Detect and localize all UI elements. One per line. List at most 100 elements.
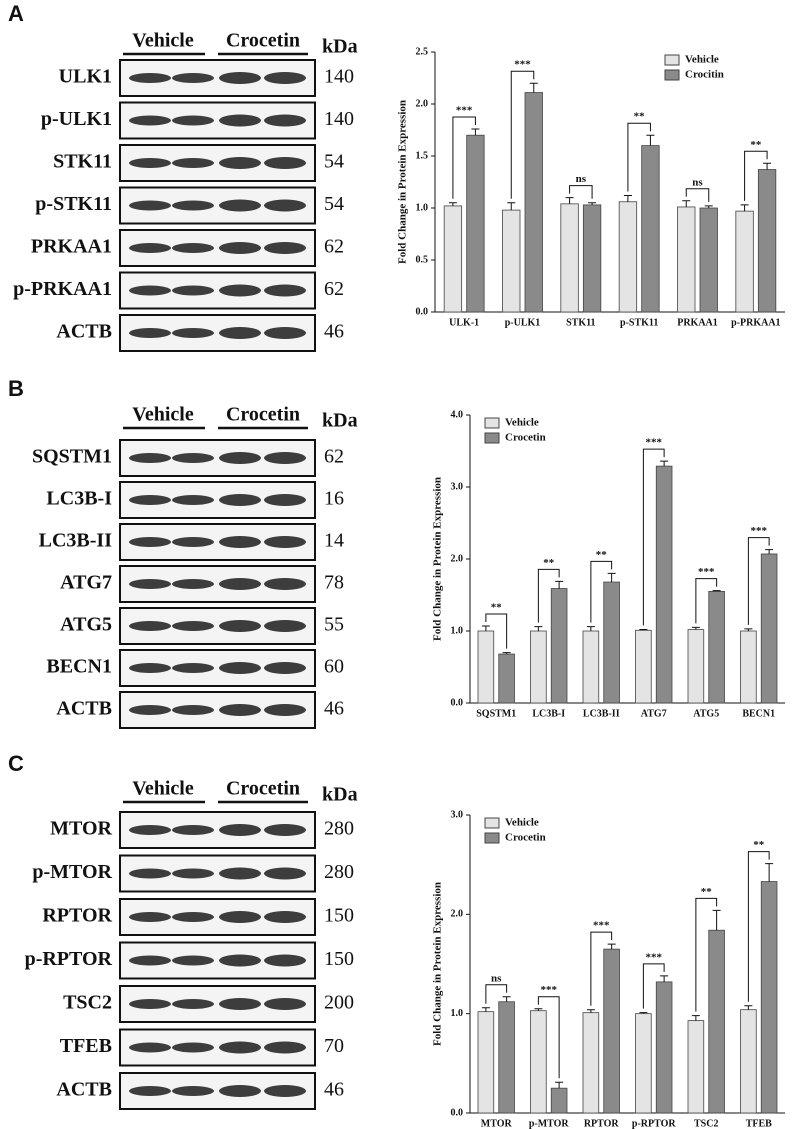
blot-band — [264, 242, 306, 254]
bar — [530, 630, 547, 704]
protein-label: ACTB — [56, 1079, 112, 1101]
kda-label: 140 — [324, 66, 354, 88]
significance-bracket — [627, 122, 651, 192]
significance-bracket — [537, 996, 560, 1079]
significance-label: ns — [692, 176, 703, 188]
blot-band — [172, 537, 214, 547]
significance-bracket — [642, 963, 665, 1009]
kda-label: 70 — [324, 1035, 344, 1057]
protein-label: LC3B-II — [39, 530, 113, 552]
kda-label: 14 — [324, 530, 344, 552]
protein-label: p-MTOR — [32, 861, 112, 883]
significance-bracket — [590, 560, 613, 623]
significance-label: *** — [646, 437, 663, 449]
significance-label: *** — [593, 920, 610, 932]
error-bar — [586, 626, 595, 631]
blot-band — [264, 72, 306, 84]
error-bar — [744, 628, 753, 631]
legend-label: Crocetin — [505, 832, 546, 844]
blot-band — [129, 705, 171, 715]
unit-label: kDa — [322, 784, 358, 806]
blot-band — [129, 621, 171, 631]
error-bar — [765, 549, 774, 554]
kda-label: 150 — [324, 905, 354, 927]
blot-band — [172, 1086, 214, 1096]
bar — [498, 1001, 515, 1114]
blot-band — [129, 158, 171, 168]
kda-label: 46 — [324, 321, 344, 343]
error-bar — [534, 1008, 543, 1011]
blot-band — [264, 954, 306, 967]
blot-band — [219, 954, 261, 967]
significance-bracket — [695, 897, 718, 1012]
bar — [550, 588, 568, 704]
legend-swatch — [484, 832, 500, 844]
protein-label: ATG7 — [60, 572, 112, 594]
blot-band — [264, 704, 306, 716]
blot-band — [172, 621, 214, 631]
blot-band — [219, 1085, 261, 1097]
protein-label: LC3B-I — [46, 488, 112, 510]
y-tick-label: 3.0 — [451, 809, 464, 820]
blot-band — [172, 328, 214, 338]
bar — [740, 1009, 757, 1114]
protein-label: STK11 — [53, 151, 112, 173]
significance-label: ns — [491, 972, 502, 984]
group-label: Crocetin — [226, 30, 300, 52]
bar — [502, 209, 521, 313]
error-bar — [586, 1009, 595, 1013]
x-tick-label: PRKAA1 — [677, 317, 718, 328]
unit-label: kDa — [322, 410, 358, 432]
blot-band — [129, 1042, 171, 1053]
blot-band — [219, 114, 261, 127]
blot-band — [129, 868, 171, 879]
blot-band — [172, 73, 214, 83]
protein-label: SQSTM1 — [32, 446, 112, 468]
blot-band — [264, 494, 306, 506]
bar — [582, 630, 600, 704]
bar — [477, 1011, 495, 1114]
y-tick-label: 0.0 — [451, 1107, 464, 1118]
blot-band — [219, 452, 261, 464]
bar — [603, 581, 620, 704]
protein-label: ACTB — [56, 321, 112, 343]
error-bar — [607, 943, 616, 950]
blot-band — [129, 285, 171, 296]
blot-band — [172, 663, 214, 673]
bar — [603, 948, 620, 1114]
y-tick-label: 0.0 — [416, 306, 429, 317]
bar — [477, 630, 495, 704]
legend-swatch — [664, 54, 680, 66]
blot-band — [172, 115, 214, 126]
significance-bracket — [590, 931, 613, 1006]
bar — [582, 1012, 600, 1114]
legend-swatch — [664, 69, 680, 81]
blot-band — [219, 536, 261, 548]
error-bar — [623, 195, 632, 202]
significance-bracket — [744, 150, 768, 201]
kda-label: 280 — [324, 818, 354, 840]
significance-label: ** — [596, 549, 608, 561]
significance-label: ** — [543, 557, 555, 569]
y-axis-label: Fold Change in Protein Expression — [432, 477, 444, 641]
bar — [530, 1010, 547, 1114]
significance-label: *** — [541, 984, 558, 996]
blot-band — [129, 999, 171, 1009]
protein-label: RPTOR — [42, 905, 112, 927]
significance-bracket — [485, 984, 508, 1004]
blot-band — [264, 911, 306, 923]
kda-label: 78 — [324, 572, 344, 594]
blot-band — [264, 824, 306, 836]
blot-band — [172, 955, 214, 966]
legend-label: Vehicle — [505, 817, 539, 829]
significance-bracket — [569, 185, 593, 199]
blot-band — [219, 662, 261, 674]
protein-label: p-RPTOR — [25, 948, 113, 970]
x-tick-label: LC3B-I — [532, 708, 565, 719]
bar — [708, 591, 725, 704]
bar — [740, 630, 757, 704]
y-tick-label: 1.0 — [451, 625, 464, 636]
x-tick-label: SQSTM1 — [476, 708, 516, 719]
bar — [618, 201, 638, 313]
